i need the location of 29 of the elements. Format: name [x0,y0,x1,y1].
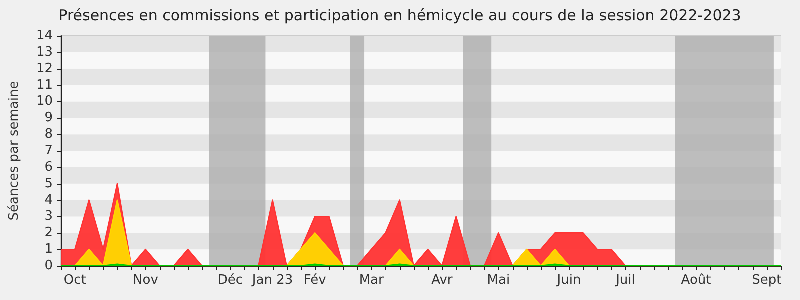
y-tick-label: 1 [44,242,53,258]
y-tick-label: 7 [44,144,53,158]
x-tick-label: Juil [615,273,636,288]
y-tick-label: 6 [44,160,53,175]
y-tick-label: 9 [44,110,53,126]
x-tick-label: Mar [359,273,385,288]
x-tick-label: Jan 23 [251,273,294,288]
x-tick-label: Fév [304,273,327,288]
x-tick-label: Déc [218,273,243,288]
y-tick-label: 10 [36,94,53,110]
chart-title: Présences en commissions et participation en hémicycle au cours de la session 2022-2023 [58,6,742,24]
x-tick-label: Sept [752,273,782,288]
y-tick-label: 14 [36,28,53,44]
x-tick-label: Nov [133,273,159,288]
y-tick-label: 11 [36,78,53,93]
y-tick-label: 3 [44,209,53,224]
y-axis-title: Séances par semaine [7,81,22,221]
y-tick-label: 8 [44,127,53,142]
x-tick-label: Mai [487,273,510,288]
x-tick-label: Oct [64,273,86,288]
x-tick-label: Juin [556,273,582,288]
y-tick-label: 13 [36,44,53,60]
y-tick-label: 0 [44,258,53,274]
y-tick-label: 4 [44,192,53,208]
x-tick-label: Août [681,273,712,288]
y-tick-label: 2 [44,226,53,241]
y-tick-label: 12 [36,61,53,76]
x-tick-label: Avr [432,273,454,288]
y-tick-label: 5 [44,176,53,192]
